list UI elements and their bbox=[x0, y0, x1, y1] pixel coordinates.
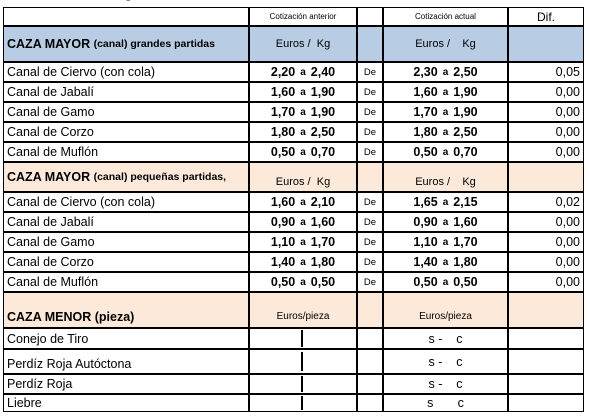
clipped-top-text: ág bbox=[0, 0, 590, 4]
row-dif-empty bbox=[508, 349, 584, 374]
row-prev: 2,20 a 2,40 bbox=[249, 62, 357, 82]
row-name: Conejo de Tiro bbox=[3, 328, 249, 349]
row-dif: 0,00 bbox=[508, 272, 584, 292]
row-name: Canal de Ciervo (con cola) bbox=[3, 192, 249, 212]
section-2-de-blank bbox=[357, 162, 383, 192]
header-curr: Cotización actual bbox=[383, 7, 508, 26]
row-dif-empty bbox=[508, 374, 584, 394]
row-prev: 0,50 a 0,70 bbox=[249, 142, 357, 162]
row-de-empty bbox=[357, 374, 383, 394]
section-1-dif-blank bbox=[508, 26, 584, 62]
row-curr: s - c bbox=[383, 349, 508, 374]
section-3-de-blank bbox=[357, 292, 383, 328]
row-prev: 1,80 a 2,50 bbox=[249, 122, 357, 142]
row-de: De bbox=[357, 142, 383, 162]
cell-divider bbox=[301, 352, 303, 371]
row-name: Canal de Jabalí bbox=[3, 82, 249, 102]
row-name: Canal de Muflón bbox=[3, 272, 249, 292]
row-curr: 2,30 a 2,50 bbox=[383, 62, 508, 82]
row-curr: 1,65 a 2,15 bbox=[383, 192, 508, 212]
row-prev-empty bbox=[249, 374, 357, 394]
row-curr: 0,90 a 1,60 bbox=[383, 212, 508, 232]
row-de-empty bbox=[357, 394, 383, 412]
row-curr: 1,60 a 1,90 bbox=[383, 82, 508, 102]
row-curr: 1,80 a 2,50 bbox=[383, 122, 508, 142]
row-dif: 0,00 bbox=[508, 232, 584, 252]
row-dif: 0,05 bbox=[508, 62, 584, 82]
row-prev-empty bbox=[249, 394, 357, 412]
header-blank bbox=[3, 7, 249, 26]
row-curr: 1,40 a 1,80 bbox=[383, 252, 508, 272]
row-de: De bbox=[357, 232, 383, 252]
row-prev: 1,10 a 1,70 bbox=[249, 232, 357, 252]
row-curr: 1,10 a 1,70 bbox=[383, 232, 508, 252]
section-2-dif-blank bbox=[508, 162, 584, 192]
header-dif: Dif. bbox=[508, 7, 584, 26]
section-2-title: CAZA MAYOR (canal) pequeñas partidas, bbox=[3, 162, 249, 192]
row-prev: 1,60 a 2,10 bbox=[249, 192, 357, 212]
row-de: De bbox=[357, 272, 383, 292]
row-dif: 0,00 bbox=[508, 82, 584, 102]
cell-divider bbox=[301, 330, 303, 347]
row-dif: 0,00 bbox=[508, 122, 584, 142]
row-dif-empty bbox=[508, 328, 584, 349]
row-de: De bbox=[357, 62, 383, 82]
row-name: Canal de Corzo bbox=[3, 252, 249, 272]
row-de: De bbox=[357, 192, 383, 212]
row-prev-empty bbox=[249, 349, 357, 374]
row-de-empty bbox=[357, 349, 383, 374]
row-de: De bbox=[357, 252, 383, 272]
section-3-unit-curr: Euros/pieza bbox=[383, 292, 508, 328]
cell-divider bbox=[301, 376, 303, 392]
row-de: De bbox=[357, 102, 383, 122]
row-name: Canal de Ciervo (con cola) bbox=[3, 62, 249, 82]
row-dif: 0,00 bbox=[508, 252, 584, 272]
row-de: De bbox=[357, 82, 383, 102]
row-prev: 0,90 a 1,60 bbox=[249, 212, 357, 232]
section-3-unit-prev: Euros/pieza bbox=[249, 292, 357, 328]
row-prev-empty bbox=[249, 328, 357, 349]
section-1-unit-curr: Euros / Kg bbox=[383, 26, 508, 62]
row-dif: 0,00 bbox=[508, 212, 584, 232]
row-de: De bbox=[357, 122, 383, 142]
row-prev: 1,60 a 1,90 bbox=[249, 82, 357, 102]
section-3-dif-blank bbox=[508, 292, 584, 328]
section-1-title: CAZA MAYOR (canal) grandes partidas bbox=[3, 26, 249, 62]
row-curr: 1,70 a 1,90 bbox=[383, 102, 508, 122]
row-dif: 0,02 bbox=[508, 192, 584, 212]
row-name: Canal de Corzo bbox=[3, 122, 249, 142]
row-dif: 0,00 bbox=[508, 142, 584, 162]
row-curr: 0,50 a 0,70 bbox=[383, 142, 508, 162]
section-1-de-blank bbox=[357, 26, 383, 62]
row-prev: 1,70 a 1,90 bbox=[249, 102, 357, 122]
row-name: Liebre bbox=[3, 394, 249, 412]
row-name: Perdíz Roja bbox=[3, 374, 249, 394]
row-curr: s - c bbox=[383, 328, 508, 349]
section-2-unit-curr: Euros / Kg bbox=[383, 162, 508, 192]
row-name: Canal de Gamo bbox=[3, 102, 249, 122]
header-de-blank bbox=[357, 7, 383, 26]
row-curr: s - c bbox=[383, 374, 508, 394]
row-dif: 0,00 bbox=[508, 102, 584, 122]
section-3-title: CAZA MENOR (pieza) bbox=[3, 292, 249, 328]
row-name: Canal de Gamo bbox=[3, 232, 249, 252]
row-name: Canal de Jabalí bbox=[3, 212, 249, 232]
row-de-empty bbox=[357, 328, 383, 349]
row-prev: 0,50 a 0,50 bbox=[249, 272, 357, 292]
row-curr: 0,50 a 0,50 bbox=[383, 272, 508, 292]
row-de: De bbox=[357, 212, 383, 232]
row-name: Perdíz Roja Autóctona bbox=[3, 349, 249, 374]
header-prev: Cotización anterior bbox=[249, 7, 357, 26]
row-dif-empty bbox=[508, 394, 584, 412]
row-prev: 1,40 a 1,80 bbox=[249, 252, 357, 272]
row-curr: s c bbox=[383, 394, 508, 412]
section-2-unit-prev: Euros / Kg bbox=[249, 162, 357, 192]
section-1-unit-prev: Euros / Kg bbox=[249, 26, 357, 62]
cell-divider bbox=[301, 396, 303, 410]
row-name: Canal de Muflón bbox=[3, 142, 249, 162]
